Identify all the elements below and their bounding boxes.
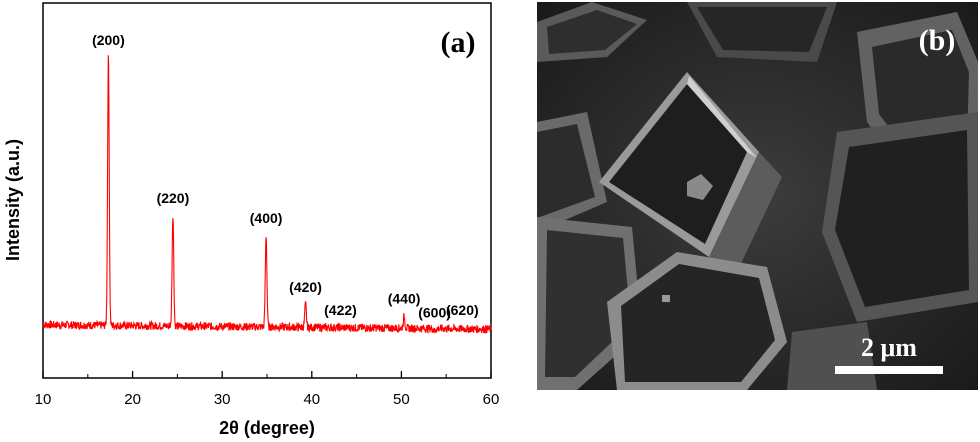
sem-micrograph: (b) 2 μm (537, 2, 978, 390)
x-tick-label-10: 10 (35, 391, 52, 408)
scale-bar: 2 μm (835, 333, 943, 374)
peak-label: (422) (324, 302, 357, 318)
peak-label: (620) (446, 302, 479, 318)
x-tick-label-50: 50 (393, 391, 410, 408)
panel-label-a: (a) (441, 26, 476, 59)
peak-label: (200) (92, 32, 125, 48)
cube-crystals (537, 2, 978, 390)
y-axis-title: Intensity (a.u.) (3, 139, 23, 261)
x-tick-label-20: 20 (124, 391, 141, 408)
xrd-series-line (42, 55, 492, 335)
peak-label: (420) (289, 279, 322, 295)
x-tick-label-30: 30 (214, 391, 231, 408)
scale-bar-line (835, 366, 943, 374)
peak-label: (220) (157, 190, 190, 206)
peak-label: (440) (388, 290, 421, 306)
peak-label: (600) (418, 305, 451, 321)
x-tick-label-40: 40 (303, 391, 320, 408)
x-tick-labels: 10 20 30 40 50 60 (35, 391, 500, 408)
plot-frame (42, 2, 492, 379)
x-axis-title: 2θ (degree) (219, 418, 315, 438)
small-particle (687, 174, 713, 200)
x-tick-label-60: 60 (483, 391, 500, 408)
panel-label-b: (b) (919, 24, 956, 57)
peak-label: (400) (250, 210, 283, 226)
scale-bar-label: 2 μm (861, 333, 917, 362)
peak-labels: (200) (220) (400) (420)(422) (440)(600)(620) (92, 32, 479, 321)
x-ticks (42, 371, 492, 378)
